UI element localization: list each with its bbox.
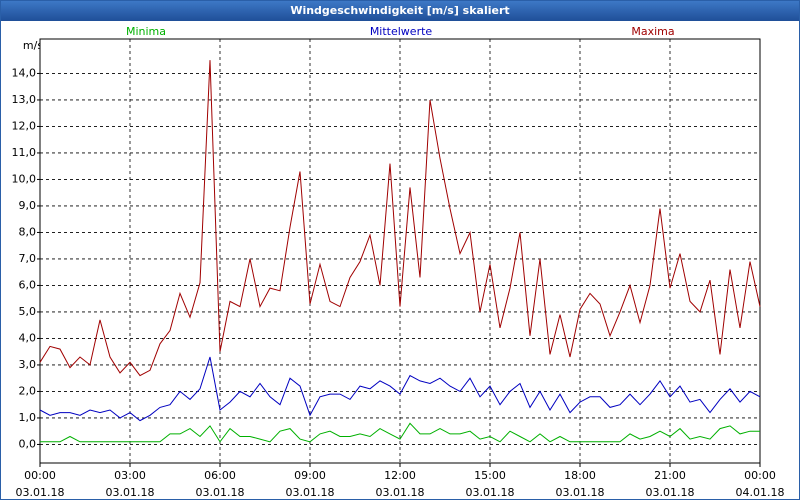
x-tick-label: 12:00 bbox=[384, 469, 416, 482]
data-line bbox=[39, 60, 761, 377]
y-tick-label: 7,0 bbox=[19, 252, 37, 265]
y-tick-label: 11,0 bbox=[12, 146, 37, 159]
x-tick-date: 03.01.18 bbox=[286, 486, 335, 499]
y-tick-label: 9,0 bbox=[19, 199, 37, 212]
y-tick-label: 3,0 bbox=[19, 358, 37, 371]
x-tick-date: 03.01.18 bbox=[196, 486, 245, 499]
data-line bbox=[40, 422, 760, 443]
x-tick-label: 09:00 bbox=[294, 469, 326, 482]
y-tick-label: 12,0 bbox=[12, 119, 37, 132]
y-tick-label: 13,0 bbox=[12, 93, 37, 106]
chart: m/s 0,0 1,0 2,0 3,0 4,0 5,0 6,0 7,0 8,0 9,0 10,0 11… bbox=[12, 25, 785, 499]
legend-entry: Maxima bbox=[631, 25, 674, 38]
y-tick-label: 0,0 bbox=[19, 437, 37, 450]
title-bar: Windgeschwindigkeit [m/s] skaliert bbox=[1, 1, 799, 21]
y-tick-label: 8,0 bbox=[19, 225, 37, 238]
legend-entry: Mittelwerte bbox=[370, 25, 433, 38]
x-tick-date: 03.01.18 bbox=[106, 486, 155, 499]
x-tick-label: 21:00 bbox=[654, 469, 686, 482]
data-line bbox=[39, 356, 761, 422]
legend-entry: Minima bbox=[126, 25, 166, 38]
y-tick-label: 2,0 bbox=[19, 384, 37, 397]
y-tick-label: 1,0 bbox=[19, 411, 37, 424]
x-tick-label: 03:00 bbox=[114, 469, 146, 482]
x-tick-date: 03.01.18 bbox=[376, 486, 425, 499]
x-tick-label: 06:00 bbox=[204, 469, 236, 482]
x-tick-label: 00:00 bbox=[744, 469, 776, 482]
plot-frame bbox=[39, 38, 761, 464]
x-tick-date: 03.01.18 bbox=[646, 486, 695, 499]
x-tick-date: 03.01.18 bbox=[466, 486, 515, 499]
y-tick-label: 10,0 bbox=[12, 172, 37, 185]
x-tick-date: 03.01.18 bbox=[16, 486, 65, 499]
y-tick-label: 4,0 bbox=[19, 331, 37, 344]
x-tick-label: 00:00 bbox=[24, 469, 56, 482]
x-tick-label: 15:00 bbox=[474, 469, 506, 482]
x-tick-date: 04.01.18 bbox=[736, 486, 785, 499]
x-tick-date: 03.01.18 bbox=[556, 486, 605, 499]
y-tick-label: 5,0 bbox=[19, 305, 37, 318]
y-axis-label: m/s bbox=[23, 39, 43, 52]
y-tick-label: 14,0 bbox=[12, 66, 37, 79]
y-tick-label: 6,0 bbox=[19, 278, 37, 291]
x-tick-label: 18:00 bbox=[564, 469, 596, 482]
